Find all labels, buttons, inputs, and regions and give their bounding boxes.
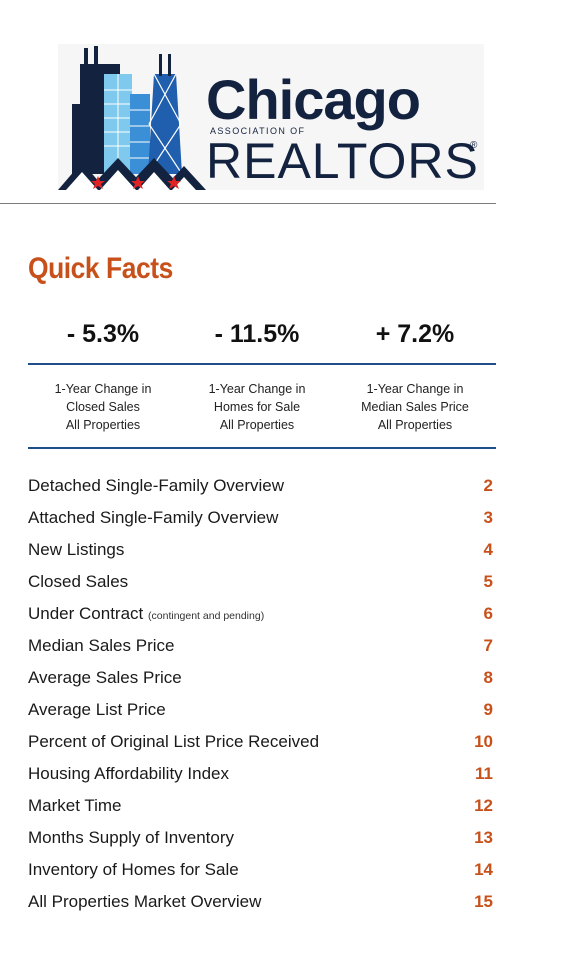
header-divider	[0, 203, 496, 204]
toc-label: Detached Single-Family Overview	[28, 476, 285, 495]
toc-item-affordability-index[interactable]: Housing Affordability Index 11	[28, 762, 493, 794]
toc-page-number: 7	[483, 636, 493, 655]
stats-bottom-rule	[28, 447, 496, 449]
toc-item-closed-sales[interactable]: Closed Sales 5	[28, 570, 493, 602]
toc-label: Under Contract	[28, 604, 144, 623]
toc-label: Median Sales Price	[28, 636, 175, 655]
stat-label-line: All Properties	[219, 418, 295, 432]
toc-item-average-sales-price[interactable]: Average Sales Price 8	[28, 666, 493, 698]
toc-page-number: 2	[483, 476, 493, 495]
toc-page-number: 15	[474, 892, 493, 911]
skyline-logo-icon	[58, 46, 206, 190]
toc-item-median-sales-price[interactable]: Median Sales Price 7	[28, 634, 493, 666]
stat-label-line: 1-Year Change in	[208, 382, 306, 396]
toc-page-number: 8	[483, 668, 493, 687]
toc-page-number: 11	[475, 764, 493, 783]
toc-label: Average Sales Price	[28, 668, 182, 687]
toc-page-number: 3	[483, 508, 493, 527]
toc-page-number: 9	[483, 700, 493, 719]
table-of-contents: Detached Single-Family Overview 2 Attache…	[28, 474, 493, 922]
toc-label: Closed Sales	[28, 572, 129, 591]
stat-label-median-price: 1-Year Change in Median Sales Price All …	[340, 380, 490, 434]
toc-item-months-supply[interactable]: Months Supply of Inventory 13	[28, 826, 493, 858]
logo-realtors-text: REALTORS	[206, 133, 479, 189]
logo-association-text: ASSOCIATION OF	[210, 126, 306, 136]
toc-item-all-properties-overview[interactable]: All Properties Market Overview 15	[28, 890, 493, 922]
toc-page-number: 12	[474, 796, 493, 815]
stat-value-median-price: + 7.2%	[375, 320, 455, 348]
chicago-realtors-logo: Chicago ASSOCIATION OF REALTORS ®	[58, 44, 484, 190]
toc-label: Housing Affordability Index	[28, 764, 229, 783]
toc-note: (contingent and pending)	[148, 610, 265, 622]
toc-item-detached-overview[interactable]: Detached Single-Family Overview 2	[28, 474, 493, 506]
toc-item-attached-overview[interactable]: Attached Single-Family Overview 3	[28, 506, 493, 538]
toc-page-number: 14	[474, 860, 493, 879]
toc-label: Average List Price	[28, 700, 166, 719]
toc-label: Inventory of Homes for Sale	[28, 860, 239, 879]
toc-label: New Listings	[28, 540, 125, 559]
stat-label-line: All Properties	[65, 418, 141, 432]
toc-page-number: 5	[483, 572, 493, 591]
toc-label: Market Time	[28, 796, 122, 815]
toc-page-number: 13	[474, 828, 493, 847]
toc-item-average-list-price[interactable]: Average List Price 9	[28, 698, 493, 730]
toc-item-inventory[interactable]: Inventory of Homes for Sale 14	[28, 858, 493, 890]
toc-page-number: 6	[483, 604, 493, 623]
stat-label-closed-sales: 1-Year Change in Closed Sales All Proper…	[28, 380, 178, 434]
section-title: Quick Facts	[28, 252, 173, 285]
stat-label-line: All Properties	[377, 418, 453, 432]
toc-item-percent-original-list[interactable]: Percent of Original List Price Received 1…	[28, 730, 493, 762]
toc-item-under-contract[interactable]: Under Contract (contingent and pending) 6	[28, 602, 493, 634]
stat-value-closed-sales: - 5.3%	[66, 320, 140, 348]
stat-value-homes-for-sale: - 11.5%	[214, 320, 300, 348]
logo-registered-mark: ®	[470, 140, 478, 151]
toc-page-number: 4	[483, 540, 493, 559]
toc-label: Months Supply of Inventory	[28, 828, 235, 847]
toc-label: All Properties Market Overview	[28, 892, 262, 911]
toc-page-number: 10	[474, 732, 493, 751]
stat-label-line: 1-Year Change in	[366, 382, 464, 396]
toc-label: Attached Single-Family Overview	[28, 508, 279, 527]
stat-label-line: Median Sales Price	[361, 400, 469, 414]
stats-top-rule	[28, 363, 496, 365]
toc-item-market-time[interactable]: Market Time 12	[28, 794, 493, 826]
stat-label-line: 1-Year Change in	[54, 382, 152, 396]
stat-label-line: Homes for Sale	[213, 400, 301, 414]
stat-label-homes-for-sale: 1-Year Change in Homes for Sale All Prop…	[182, 380, 332, 434]
toc-label: Percent of Original List Price Received	[28, 732, 320, 751]
logo-chicago-text: Chicago	[206, 68, 421, 131]
stat-label-line: Closed Sales	[66, 400, 140, 414]
toc-item-new-listings[interactable]: New Listings 4	[28, 538, 493, 570]
